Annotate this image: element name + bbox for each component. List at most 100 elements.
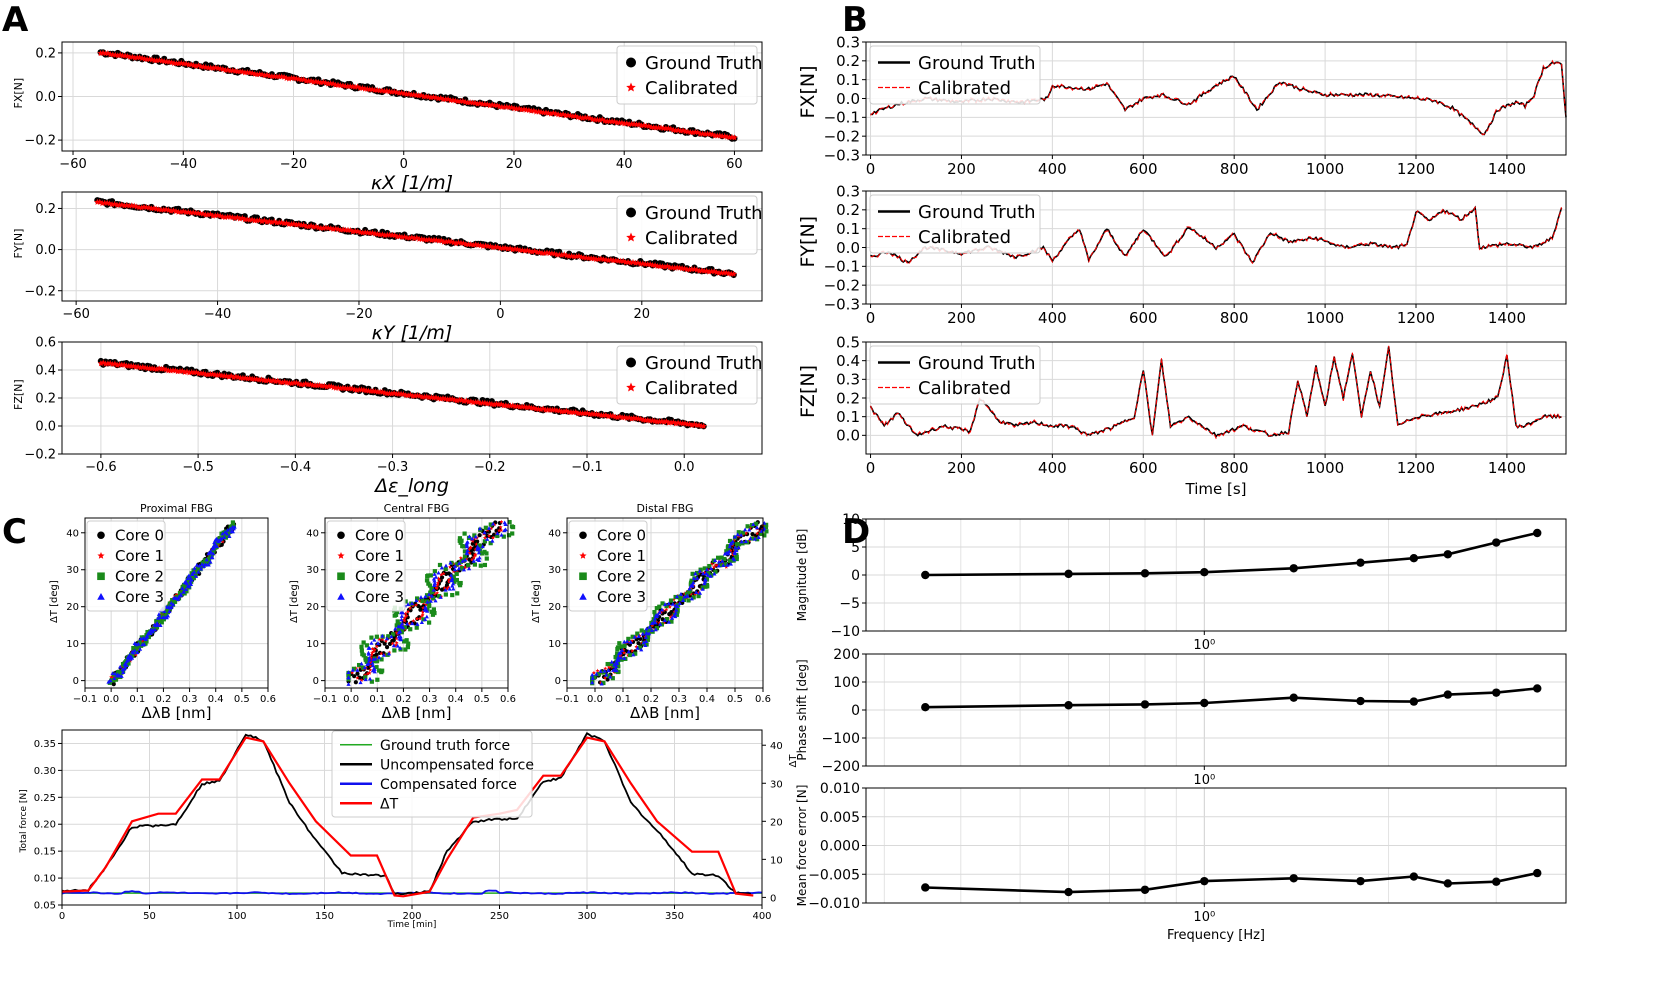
calibrated-point xyxy=(300,381,307,388)
calibrated-point xyxy=(730,270,737,277)
calibrated-point xyxy=(109,360,116,367)
core-point xyxy=(346,672,351,677)
core-point xyxy=(192,566,197,570)
core-point xyxy=(410,621,415,626)
x-tick-label: −0.1 xyxy=(313,694,337,705)
calibrated-point xyxy=(694,129,701,136)
core-point xyxy=(346,675,351,680)
y-tick-label: −0.2 xyxy=(824,127,860,145)
y-tick-label: 5 xyxy=(851,540,860,556)
legend-box xyxy=(616,345,758,405)
core-point xyxy=(501,534,506,539)
x-axis-label: Time [min] xyxy=(387,920,437,930)
x-tick-label: 0.0 xyxy=(343,694,359,705)
core-point xyxy=(764,529,769,534)
core-point xyxy=(361,640,366,645)
legend-box xyxy=(869,345,1041,405)
core-point xyxy=(637,645,643,650)
calibrated-point xyxy=(307,381,314,388)
core-point xyxy=(497,528,502,533)
legend-label: Compensated force xyxy=(380,777,517,793)
core-point xyxy=(690,571,695,576)
core-point xyxy=(112,676,117,680)
core-point xyxy=(352,674,357,679)
x-axis-label: Δε_long xyxy=(373,475,449,497)
legend-label: Calibrated xyxy=(918,378,1011,399)
calibrated-point xyxy=(637,260,644,267)
calibrated-point xyxy=(283,219,290,226)
calibrated-point xyxy=(312,223,320,230)
core-point xyxy=(394,640,399,645)
legend-swatch xyxy=(97,592,105,600)
core-point xyxy=(659,607,665,612)
calibrated-point xyxy=(200,370,207,377)
calibrated-point xyxy=(104,49,112,57)
x-tick-label: 50 xyxy=(143,911,156,922)
core-point xyxy=(431,587,436,592)
core-point xyxy=(618,650,623,655)
calibrated-point xyxy=(272,378,279,385)
core-point xyxy=(437,578,442,582)
chart-b3: 0 200 400 600 800 1000 1200 1400 0.00.10.20.30.4… xyxy=(797,333,1567,498)
core-point xyxy=(372,647,377,652)
calibrated-point xyxy=(586,410,593,418)
core-point xyxy=(750,536,755,541)
core-point xyxy=(479,551,485,556)
y-tick-label: 0.000 xyxy=(820,839,860,855)
calibrated-point xyxy=(443,238,450,245)
core-point xyxy=(627,642,632,647)
core-point xyxy=(476,558,482,563)
y-tick-label: 20 xyxy=(306,602,319,613)
legend-label: Core 1 xyxy=(355,547,404,565)
core-point xyxy=(659,610,663,615)
core-point xyxy=(727,544,732,549)
core-point xyxy=(712,571,717,576)
core-point xyxy=(739,539,744,544)
core-point xyxy=(196,569,201,574)
core-point xyxy=(355,671,360,676)
core-point xyxy=(137,640,142,645)
core-point xyxy=(364,659,369,664)
y-tick-label: 30 xyxy=(306,565,319,576)
legend-swatch xyxy=(626,357,636,368)
calibrated-point xyxy=(731,134,738,141)
calibrated-point xyxy=(276,73,283,80)
calibrated-point xyxy=(209,212,217,219)
core-point xyxy=(350,667,355,672)
core-point xyxy=(399,621,405,626)
core-point xyxy=(192,569,197,574)
y2-tick-label: 40 xyxy=(770,741,783,752)
y-tick-label: −10 xyxy=(830,624,860,640)
core-point xyxy=(404,638,409,643)
core-point xyxy=(763,524,769,530)
core-point xyxy=(119,674,124,678)
core-point xyxy=(439,565,444,570)
core-point xyxy=(403,615,407,620)
core-point xyxy=(188,575,193,580)
delta-t-line xyxy=(61,736,754,898)
core-point xyxy=(370,660,375,665)
core-point xyxy=(195,567,201,573)
core-point xyxy=(616,654,621,659)
core-point xyxy=(697,568,702,573)
legend-label: Calibrated xyxy=(645,228,738,249)
core-point xyxy=(375,677,380,682)
y-tick-label: 0.2 xyxy=(35,202,56,217)
core-point xyxy=(660,601,665,606)
calibrated-point xyxy=(605,413,612,420)
core-point xyxy=(414,625,419,630)
y-tick-label: 0.3 xyxy=(836,371,860,389)
calibrated-point xyxy=(407,391,414,398)
core-point xyxy=(595,668,600,673)
core-point xyxy=(728,548,733,553)
core-point xyxy=(467,551,472,555)
core-point xyxy=(627,652,633,658)
y-tick-label: 0.2 xyxy=(836,52,860,70)
core-point xyxy=(431,576,437,581)
core-point xyxy=(503,527,508,532)
y-tick-label: 10 xyxy=(66,639,79,650)
core-point xyxy=(450,576,455,580)
response-point xyxy=(921,883,930,892)
core-point xyxy=(750,531,755,537)
y-tick-label: −5 xyxy=(839,596,860,612)
